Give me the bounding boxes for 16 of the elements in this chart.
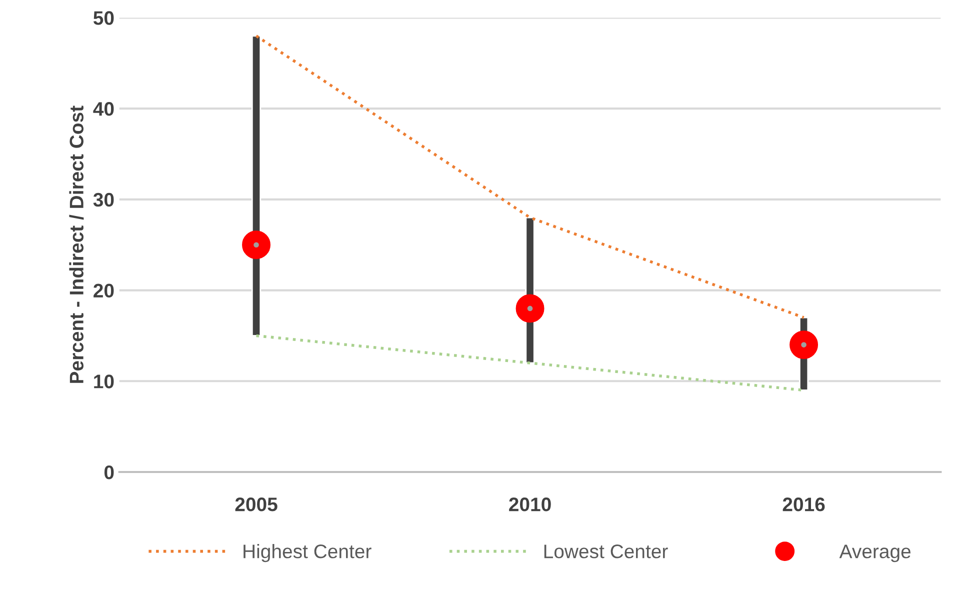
legend-label: Lowest Center	[544, 544, 668, 558]
legend-label: Average	[839, 544, 911, 562]
y-tick-label: 40	[93, 102, 114, 116]
y-tick-label: 30	[93, 192, 114, 207]
legend-label: Highest Center	[244, 544, 372, 562]
point	[790, 330, 818, 360]
y-tick-label: 50	[93, 11, 114, 25]
y-tick-label: 10	[94, 374, 114, 388]
x-tick-label: 2010	[509, 498, 551, 512]
x-tick-label: 2005	[235, 498, 278, 512]
x-tick-label: 2016	[782, 498, 825, 512]
y-axis-title: Percent - Indirect / Direct Cost	[69, 106, 84, 383]
y-tick-label: 20	[94, 284, 114, 298]
y-tick-label: 0	[104, 465, 114, 480]
point	[242, 230, 270, 260]
point	[516, 294, 544, 323]
